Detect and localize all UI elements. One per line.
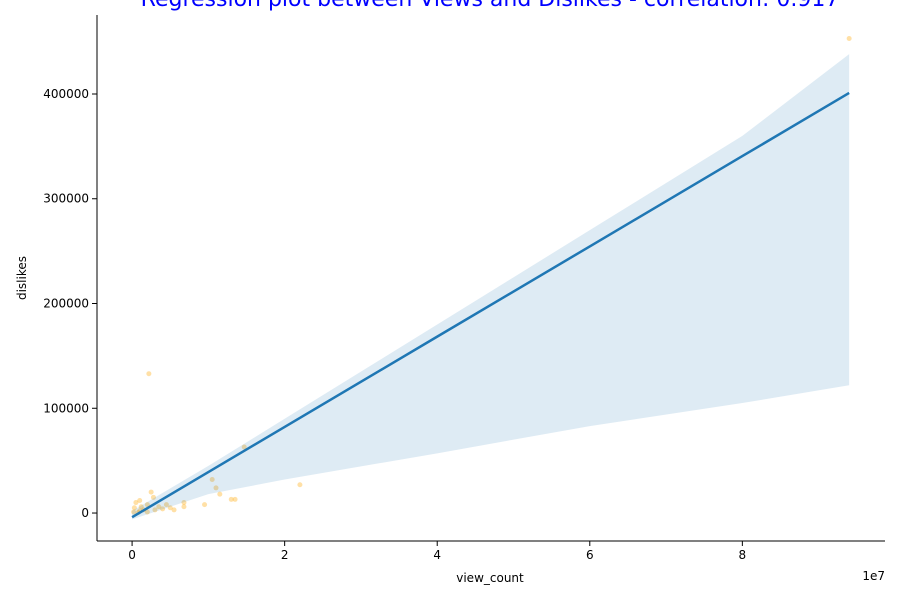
x-tick-label: 0 bbox=[128, 548, 136, 562]
scatter-point bbox=[156, 504, 162, 510]
confidence-band bbox=[132, 54, 850, 520]
x-tick-label: 2 bbox=[281, 548, 289, 562]
scatter-point bbox=[181, 504, 187, 510]
scatter-point bbox=[152, 507, 158, 513]
regression-line bbox=[131, 91, 850, 519]
scatter-point bbox=[171, 507, 177, 513]
y-tick-label: 200000 bbox=[43, 297, 89, 311]
scatter-point bbox=[228, 496, 234, 502]
scatter-point bbox=[181, 500, 187, 506]
scatter-point bbox=[146, 371, 152, 377]
scatter-point bbox=[213, 485, 219, 491]
x-offset-label: 1e7 bbox=[862, 569, 885, 583]
scatter-point bbox=[131, 509, 137, 515]
chart-title: Regression plot between Views and Dislik… bbox=[141, 0, 840, 12]
x-tick-label: 8 bbox=[739, 548, 747, 562]
x-tick-label: 6 bbox=[586, 548, 594, 562]
scatter-point bbox=[167, 505, 173, 511]
y-tick-label: 0 bbox=[81, 506, 89, 520]
scatter-point bbox=[297, 482, 303, 488]
scatter-point bbox=[163, 502, 169, 508]
y-axis-label: dislikes bbox=[15, 256, 29, 300]
scatter-point bbox=[160, 506, 166, 512]
scatter-point bbox=[133, 500, 139, 506]
scatter-point bbox=[150, 494, 156, 500]
scatter-point bbox=[202, 502, 208, 508]
scatter-point bbox=[241, 444, 247, 450]
x-axis-label: view_count bbox=[456, 571, 524, 585]
x-tick-label: 4 bbox=[433, 548, 441, 562]
scatter-point bbox=[131, 505, 137, 511]
scatter-point bbox=[232, 496, 238, 502]
scatter-point bbox=[144, 509, 150, 515]
y-tick-label: 100000 bbox=[43, 401, 89, 415]
scatter-point bbox=[137, 497, 143, 503]
scatter-point bbox=[148, 489, 154, 495]
scatter-point bbox=[217, 491, 223, 497]
y-tick-label: 400000 bbox=[43, 87, 89, 101]
y-tick-label: 300000 bbox=[43, 192, 89, 206]
scatter-point bbox=[144, 502, 150, 508]
scatter-point bbox=[209, 477, 215, 483]
scatter-point bbox=[846, 35, 852, 41]
scatter-point bbox=[138, 504, 144, 510]
